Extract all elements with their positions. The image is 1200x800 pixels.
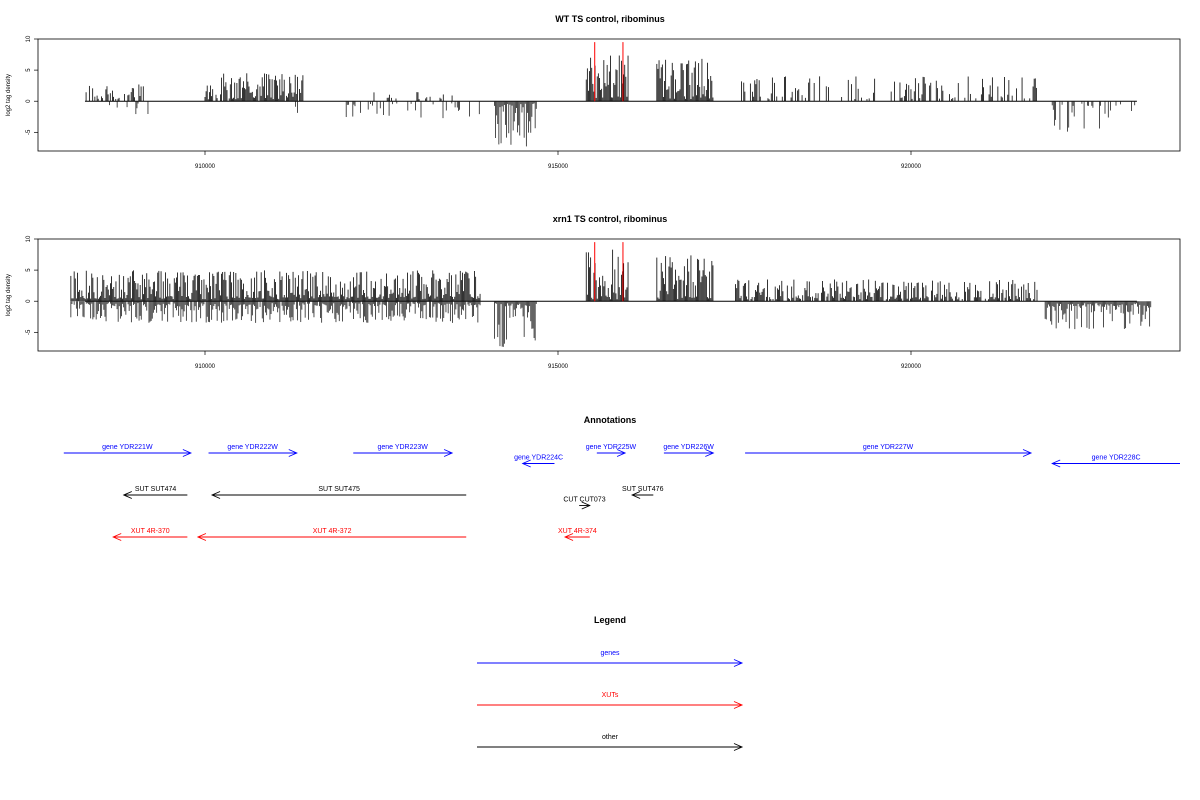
annotation-label: gene YDR227W xyxy=(863,444,914,451)
legend-arrowhead xyxy=(733,743,744,751)
chart-panel-1: WT TS control, ribominus log2 tag density… xyxy=(6,14,1181,170)
x-tick-label: 910000 xyxy=(195,364,216,370)
annotation-feature: gene YDR226W xyxy=(663,444,715,457)
y-tick-label: -5 xyxy=(26,129,32,135)
annotation-label: gene YDR223W xyxy=(377,444,428,451)
annotation-label: CUT CUT073 xyxy=(563,497,605,504)
y-tick-label: -5 xyxy=(26,329,32,335)
annotation-label: gene YDR225W xyxy=(586,444,637,451)
annotation-label: gene YDR228C xyxy=(1092,455,1141,462)
arrowhead xyxy=(1022,449,1033,457)
annotation-label: gene YDR224C xyxy=(514,455,563,462)
y-tick-label: 5 xyxy=(26,68,32,72)
arrowhead xyxy=(631,491,641,499)
arrowhead xyxy=(521,459,531,468)
chart-panel-2: xrn1 TS control, ribominus log2 tag densi… xyxy=(6,214,1181,370)
annotation-label: SUT SUT475 xyxy=(318,486,360,493)
legend-item: XUTs xyxy=(477,692,744,709)
arrowhead xyxy=(705,449,715,457)
arrowhead xyxy=(1051,459,1061,468)
legend-title: Legend xyxy=(594,615,626,625)
plot-frame xyxy=(37,38,1181,152)
legend-label: other xyxy=(602,734,619,741)
plot-frame xyxy=(37,238,1181,352)
arrowhead xyxy=(210,491,221,499)
annotation-label: XUT 4R-374 xyxy=(558,528,597,535)
annotation-label: SUT SUT476 xyxy=(622,486,664,493)
arrowhead xyxy=(616,449,627,457)
annotation-feature: gene YDR225W xyxy=(586,444,637,457)
annotation-label: XUT 4R-370 xyxy=(131,528,170,535)
annotation-label: gene YDR226W xyxy=(663,444,714,451)
legend-label: genes xyxy=(600,650,620,657)
annotation-feature: SUT SUT476 xyxy=(622,486,664,499)
annotation-feature: gene YDR224C xyxy=(514,455,563,468)
annotation-feature: gene YDR222W xyxy=(208,444,298,457)
annotation-feature: gene YDR228C xyxy=(1051,455,1180,468)
arrowhead xyxy=(122,491,132,499)
annotation-feature: XUT 4R-370 xyxy=(112,528,188,541)
chart-title: WT TS control, ribominus xyxy=(555,14,665,24)
annotation-feature: SUT SUT474 xyxy=(122,486,188,499)
y-tick-label: 0 xyxy=(26,99,32,103)
y-tick-label: 10 xyxy=(26,235,32,242)
annotation-label: gene YDR222W xyxy=(227,444,278,451)
legend-item: other xyxy=(477,734,744,751)
legend-item: genes xyxy=(477,650,744,667)
arrowhead xyxy=(581,501,591,510)
annotation-label: SUT SUT474 xyxy=(135,486,177,493)
x-tick-label: 920000 xyxy=(901,364,922,370)
annotations-title: Annotations xyxy=(584,415,637,425)
arrowhead xyxy=(288,449,298,457)
y-tick-label: 0 xyxy=(26,299,32,303)
x-tick-label: 915000 xyxy=(548,164,569,170)
annotation-feature: XUT 4R-372 xyxy=(196,528,467,541)
arrowhead xyxy=(196,533,207,541)
x-tick-label: 915000 xyxy=(548,364,569,370)
arrowhead xyxy=(112,533,122,541)
legend-label: XUTs xyxy=(602,692,619,699)
y-tick-label: 10 xyxy=(26,35,32,42)
legend-panel: Legend genes XUTs other xyxy=(477,615,744,751)
x-tick-label: 920000 xyxy=(901,164,922,170)
annotations-panel: Annotations gene YDR221W gene YDR222W gene… xyxy=(63,415,1180,541)
legend-arrowhead xyxy=(733,659,744,667)
annotation-feature: XUT 4R-374 xyxy=(558,528,597,541)
arrowhead xyxy=(182,449,193,457)
density-bars xyxy=(70,249,1152,347)
annotation-feature: gene YDR221W xyxy=(63,444,193,457)
y-tick-label: 5 xyxy=(26,268,32,272)
y-axis-label: log2 tag density xyxy=(6,74,12,116)
annotation-label: gene YDR221W xyxy=(102,444,153,451)
x-tick-label: 910000 xyxy=(195,164,216,170)
y-axis-label: log2 tag density xyxy=(6,274,12,316)
annotation-label: XUT 4R-372 xyxy=(313,528,352,535)
chart-title: xrn1 TS control, ribominus xyxy=(553,214,668,224)
legend-arrowhead xyxy=(733,701,744,709)
annotation-feature: gene YDR223W xyxy=(353,444,454,457)
arrowhead xyxy=(443,449,454,457)
annotation-feature: SUT SUT475 xyxy=(210,486,467,499)
arrowhead xyxy=(563,533,574,541)
annotation-feature: gene YDR227W xyxy=(745,444,1033,457)
annotation-feature: CUT CUT073 xyxy=(563,497,606,510)
